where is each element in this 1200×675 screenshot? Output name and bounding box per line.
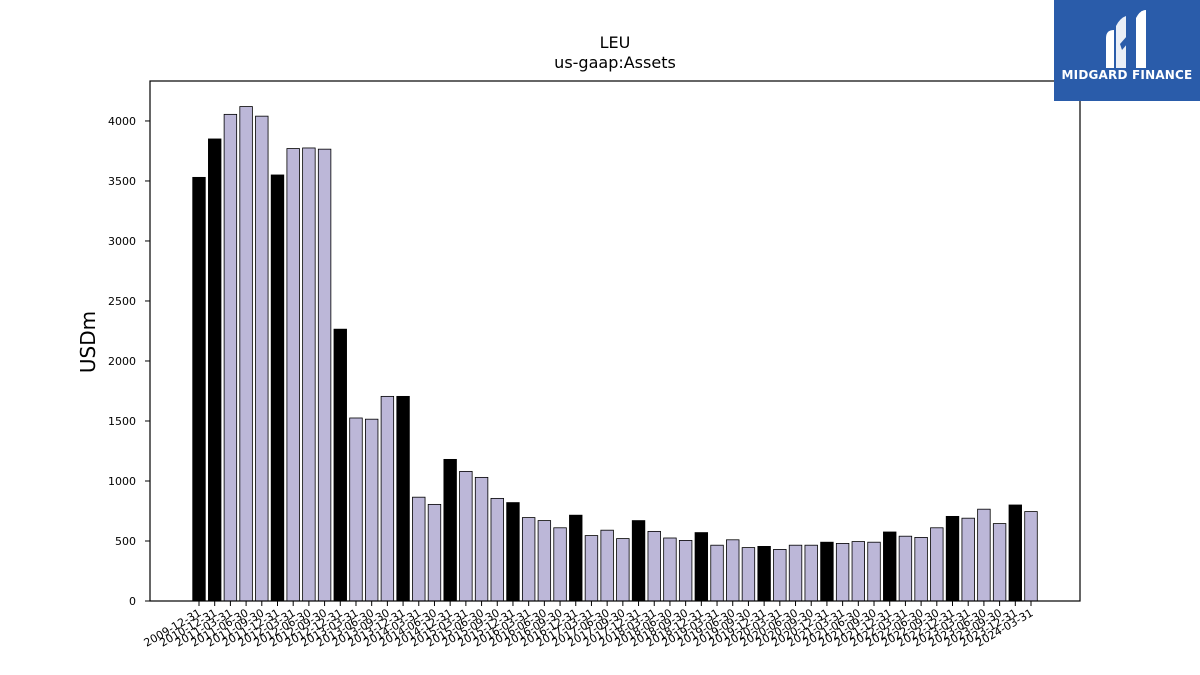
bar (349, 417, 363, 602)
bar (678, 540, 693, 602)
bar (474, 476, 489, 602)
bar (835, 543, 850, 602)
bar (710, 544, 724, 602)
bar (255, 115, 269, 602)
bar (443, 458, 457, 602)
brand-name: MIDGARD FINANCE (1061, 68, 1193, 82)
y-tick-label: 3000 (108, 235, 136, 248)
bar (1008, 504, 1022, 602)
bar (977, 508, 991, 602)
bar (898, 535, 913, 602)
bar (317, 148, 332, 602)
bar (820, 541, 834, 602)
bar (647, 530, 661, 602)
bar (883, 531, 897, 602)
x-axis-ticks: 2009-12-312010-12-312011-03-312011-06-30… (142, 601, 1036, 650)
bar (302, 147, 316, 602)
bar (427, 503, 442, 602)
bar (286, 148, 300, 602)
chart-subtitle: us-gaap:Assets (554, 53, 676, 72)
y-axis-label: USDm (76, 311, 100, 373)
y-tick-label: 4000 (108, 115, 136, 128)
midgard-logo-icon (1106, 10, 1146, 68)
bar (490, 497, 504, 602)
bar (773, 549, 787, 602)
y-tick-label: 3500 (108, 175, 136, 188)
y-tick-label: 500 (115, 535, 136, 548)
y-tick-label: 1500 (108, 415, 136, 428)
bar (945, 515, 960, 602)
bar (741, 547, 756, 602)
bar (694, 532, 709, 602)
bar (867, 541, 881, 602)
bar (537, 520, 552, 602)
bar (914, 537, 928, 602)
bar (961, 517, 975, 602)
bar (553, 527, 567, 602)
bar (506, 502, 520, 602)
bar (380, 395, 395, 602)
bar (1024, 511, 1038, 602)
bar (412, 496, 426, 602)
y-tick-label: 0 (129, 595, 136, 608)
bar (788, 544, 803, 602)
bar-group (192, 106, 1038, 602)
bar (396, 395, 410, 602)
bar (239, 106, 253, 602)
bar (364, 418, 379, 602)
bar (930, 527, 944, 602)
bar (663, 537, 677, 602)
y-tick-label: 2500 (108, 295, 136, 308)
bar (631, 520, 646, 602)
bar (851, 541, 865, 602)
bar (208, 138, 222, 602)
bar (992, 523, 1007, 602)
bar (584, 535, 599, 602)
chart-title: LEU (600, 33, 631, 52)
bar (459, 470, 473, 602)
y-axis-ticks: 0 500 1000 1500 2000 2500 3000 3500 4000 (108, 115, 150, 608)
y-tick-label: 1000 (108, 475, 136, 488)
bar (192, 176, 206, 602)
bar (616, 538, 630, 602)
bar (223, 113, 238, 602)
brand-logo: MIDGARD FINANCE (1054, 0, 1200, 101)
bar (757, 546, 771, 602)
bar (726, 539, 740, 602)
bar (804, 544, 818, 602)
plot-frame (149, 80, 1081, 602)
bar (569, 514, 583, 602)
bar (600, 529, 614, 602)
bar (270, 174, 285, 602)
bar (521, 517, 536, 602)
y-tick-label: 2000 (108, 355, 136, 368)
bar (333, 328, 347, 602)
